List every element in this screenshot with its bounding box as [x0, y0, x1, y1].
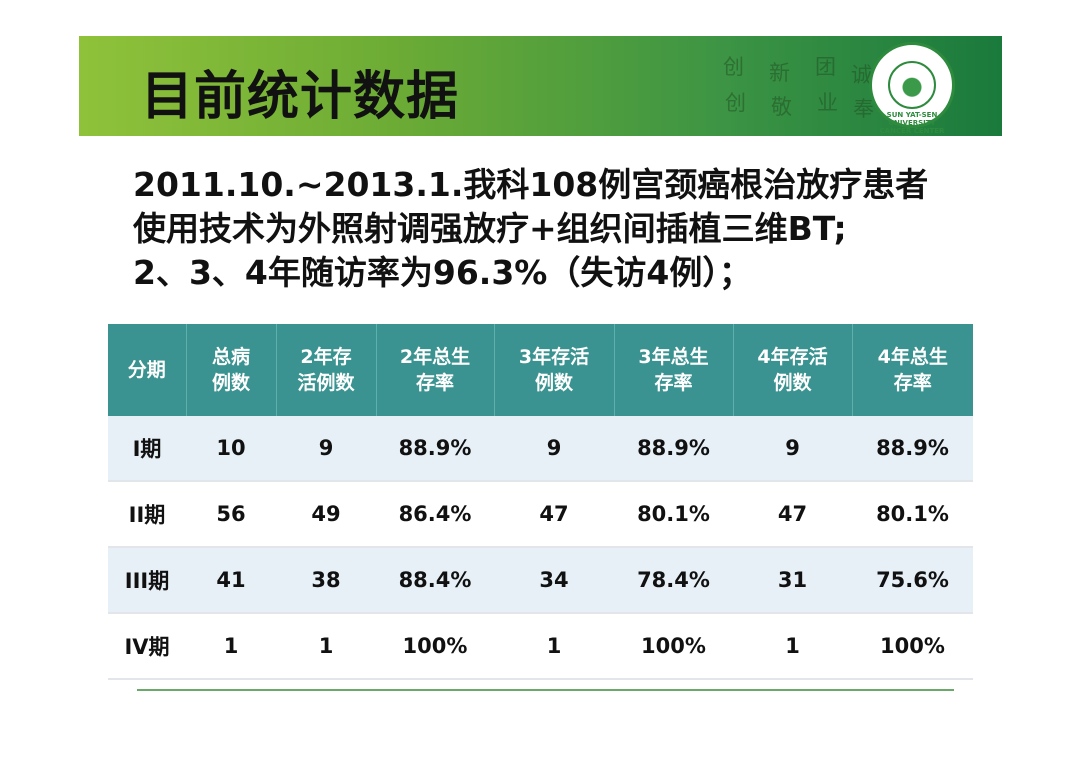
- calligraphy-char: 奉: [853, 97, 874, 121]
- table-cell-stage: II期: [108, 481, 186, 548]
- table-header-row: 分期 总病 例数 2年存 活例数 2年总生 存率 3年存活 例数 3年总生 存率 4年存活…: [108, 324, 973, 416]
- table-row: IV期 1 1 100% 1 100% 1 100%: [108, 613, 973, 680]
- calligraphy-char: 团: [815, 55, 836, 79]
- table-cell: 34: [494, 547, 614, 614]
- logo-text: SUN YAT-SEN UNIVERSITY CANCER CENTER: [879, 111, 945, 135]
- calligraphy-motto: 创 新 团 诚 创 敬 业 奉: [719, 50, 874, 124]
- table-cell: 47: [733, 481, 852, 548]
- table-cell: 75.6%: [852, 547, 973, 614]
- table-cell-stage: III期: [108, 547, 186, 614]
- table-cell: 88.9%: [376, 416, 494, 482]
- summary-line: 使用技术为外照射调强放疗+组织间插植三维BT;: [133, 209, 847, 248]
- summary-line: 2011.10.~2013.1.我科108例宫颈癌根治放疗患者: [133, 165, 929, 204]
- cancer-center-logo: SUN YAT-SEN UNIVERSITY CANCER CENTER: [869, 42, 955, 135]
- table-cell: 88.9%: [614, 416, 733, 482]
- footer-divider: [137, 689, 954, 691]
- header-3yr-survivors: 3年存活 例数: [494, 324, 615, 416]
- calligraphy-char: 诚: [851, 63, 872, 87]
- logo-emblem-icon: [888, 61, 936, 109]
- table-cell: 49: [276, 481, 376, 548]
- header-total-cases: 总病 例数: [186, 324, 277, 416]
- page-title: 目前统计数据: [141, 67, 460, 127]
- table-row: I期 10 9 88.9% 9 88.9% 9 88.9%: [108, 416, 973, 482]
- calligraphy-char: 新: [769, 61, 790, 85]
- survival-table: 分期 总病 例数 2年存 活例数 2年总生 存率 3年存活 例数 3年总生 存率 4年存活…: [108, 324, 973, 680]
- table-cell: 86.4%: [376, 481, 494, 548]
- table-cell: 100%: [376, 613, 494, 680]
- summary-line: 2、3、4年随访率为96.3%（失访4例）；: [133, 253, 752, 292]
- calligraphy-char: 敬: [771, 95, 792, 119]
- table-cell: 9: [733, 416, 852, 482]
- calligraphy-char: 创: [723, 55, 744, 79]
- calligraphy-char: 创: [725, 91, 746, 115]
- table-cell-stage: I期: [108, 416, 186, 482]
- table-cell: 1: [276, 613, 376, 680]
- table-cell: 47: [494, 481, 614, 548]
- table-cell: 56: [186, 481, 276, 548]
- header-4yr-survival-rate: 4年总生 存率: [852, 324, 973, 416]
- header-2yr-survival-rate: 2年总生 存率: [376, 324, 495, 416]
- header-3yr-survival-rate: 3年总生 存率: [614, 324, 734, 416]
- table-cell: 1: [494, 613, 614, 680]
- table-cell: 1: [733, 613, 852, 680]
- table-cell: 100%: [614, 613, 733, 680]
- table-cell: 100%: [852, 613, 973, 680]
- header-stage: 分期: [108, 324, 187, 416]
- table-cell: 1: [186, 613, 276, 680]
- table-cell: 41: [186, 547, 276, 614]
- table-cell: 88.9%: [852, 416, 973, 482]
- title-banner: 目前统计数据 创 新 团 诚 创 敬 业 奉 SUN YAT-SEN UNIVE…: [79, 36, 1002, 136]
- table-cell: 88.4%: [376, 547, 494, 614]
- table-row: II期 56 49 86.4% 47 80.1% 47 80.1%: [108, 481, 973, 548]
- table-cell: 10: [186, 416, 276, 482]
- table-cell: 9: [494, 416, 614, 482]
- table-cell-stage: IV期: [108, 613, 186, 680]
- table-cell: 80.1%: [852, 481, 973, 548]
- summary-text: 2011.10.~2013.1.我科108例宫颈癌根治放疗患者 使用技术为外照射…: [133, 163, 993, 295]
- table-cell: 31: [733, 547, 852, 614]
- table-cell: 9: [276, 416, 376, 482]
- header-4yr-survivors: 4年存活 例数: [733, 324, 853, 416]
- table-cell: 38: [276, 547, 376, 614]
- table-row: III期 41 38 88.4% 34 78.4% 31 75.6%: [108, 547, 973, 614]
- header-2yr-survivors: 2年存 活例数: [276, 324, 377, 416]
- calligraphy-char: 业: [817, 91, 838, 115]
- table-cell: 78.4%: [614, 547, 733, 614]
- table-cell: 80.1%: [614, 481, 733, 548]
